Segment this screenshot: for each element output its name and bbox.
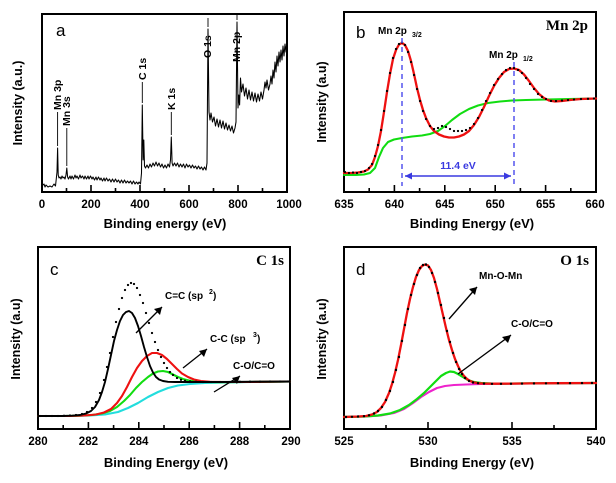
panel-c-corner-title: C 1s — [256, 253, 284, 269]
panel-c-annot-cc-double: C=C (sp 2 ) — [165, 289, 216, 302]
panel-c-annot1-tail: ) — [213, 291, 216, 302]
panel-b-letter: b — [356, 23, 365, 42]
panel-a-survey: Mn 3p Mn 3s C 1s K 1s O 1s Mn 2p a 0 200… — [0, 0, 306, 240]
panel-a-peak-label-mn3p: Mn 3p — [52, 80, 64, 110]
panel-b-peak2-subscript: 1/2 — [523, 56, 533, 63]
panel-d-raw-data-dots — [344, 263, 594, 419]
panel-c-xlabel: Binding Energy (eV) — [104, 455, 228, 470]
panel-c-xtick-0: 280 — [28, 436, 47, 448]
panel-a-xtick-3: 600 — [179, 199, 198, 211]
panel-d-frame — [343, 246, 597, 430]
panel-d-peak-co-curve — [342, 370, 598, 419]
panel-d-annot2-text: C-O/C=O — [511, 319, 553, 330]
panel-c-letter: c — [50, 260, 59, 279]
panel-d-xtick-3: 540 — [586, 436, 605, 448]
panel-d-corner-title: O 1s — [560, 253, 589, 269]
panel-d-xtick-2: 535 — [502, 436, 522, 448]
panel-a-spectrum-trace — [41, 21, 288, 188]
panel-c-peak-cceq-curve — [37, 310, 291, 417]
panel-c-annot3-text: C-O/C=O — [233, 361, 275, 372]
panel-a-peak-label-o1s: O 1s — [202, 35, 214, 58]
panel-d-plot: Mn-O-Mn C-O/C=O d O 1s 525 530 535 540 B… — [315, 246, 606, 470]
panel-d-annot1-text: Mn-O-Mn — [479, 271, 522, 282]
panel-c-annot2-sup: 3 — [253, 332, 257, 339]
panel-d-annotation-arrows — [448, 286, 512, 375]
panel-a-peak-label-mn3s: Mn 3s — [61, 96, 73, 126]
panel-a-xtick-5: 1000 — [276, 199, 302, 211]
panel-b-corner-title: Mn 2p — [546, 18, 588, 34]
panel-d-xtick-0: 525 — [334, 436, 354, 448]
panel-c-xtick-4: 288 — [230, 436, 250, 448]
panel-c-annot2-tail: ) — [257, 334, 260, 345]
panel-a-xtick-1: 200 — [81, 199, 100, 211]
panel-c-peak-cc-curve — [36, 351, 292, 418]
panel-c-annot-cc-single: C-C (sp 3 ) — [210, 332, 260, 345]
panel-c-annotation-arrows — [135, 306, 241, 393]
panel-d-letter: d — [356, 260, 365, 279]
panel-b-xtick-4: 655 — [536, 199, 556, 211]
panel-a-ylabel: Intensity (a.u.) — [11, 61, 25, 146]
panel-c-xtick-1: 282 — [79, 436, 98, 448]
panel-b-xticks — [343, 185, 597, 192]
panel-b-peak1-text: Mn 2p — [378, 26, 407, 37]
panel-b-splitting-label: 11.4 eV — [440, 160, 476, 172]
panel-a-xticks — [41, 185, 288, 192]
panel-b-peak2-label: Mn 2p 1/2 — [489, 50, 533, 63]
panel-c-xtick-5: 290 — [281, 436, 300, 448]
panel-b-background-curve — [342, 97, 598, 177]
panel-d-background-curve — [342, 381, 598, 419]
panel-b-splitting-arrow — [405, 172, 511, 180]
panel-d-xlabel: Binding Energy (eV) — [410, 455, 534, 470]
panel-c-xticks — [37, 422, 291, 429]
panel-a-letter: a — [56, 21, 66, 40]
panel-c-plot: C=C (sp 2 ) C-C (sp 3 ) C-O/C=O c C 1s 2… — [9, 246, 301, 470]
panel-b-envelope-curve — [342, 41, 598, 175]
panel-c-peak-co-curve — [36, 369, 292, 418]
panel-b-xtick-1: 640 — [385, 199, 404, 211]
panel-b-xlabel: Binding Energy (eV) — [410, 216, 534, 231]
panel-c-baseline-curve — [36, 380, 292, 418]
panel-c-xtick-3: 286 — [180, 436, 199, 448]
panel-b-plot: 11.4 eV Mn 2p 3/2 Mn 2p 1/2 b Mn 2p 635 … — [315, 11, 605, 231]
panel-a-peak-label-c1s: C 1s — [137, 58, 149, 80]
panel-b-ylabel: Intensity (a.u) — [315, 61, 329, 142]
panel-a-peak-label-mn2p: Mn 2p — [231, 32, 243, 62]
panel-a-xlabel: Binding energy (eV) — [104, 216, 227, 231]
panel-c-xtick-2: 284 — [129, 436, 149, 448]
panel-d-xtick-1: 530 — [418, 436, 437, 448]
panel-b-raw-data-dots — [343, 41, 596, 175]
panel-c-annot1-text: C=C (sp — [165, 291, 203, 302]
panel-a-plot: Mn 3p Mn 3s C 1s K 1s O 1s Mn 2p a 0 200… — [11, 13, 302, 231]
panel-c-ylabel: Intensity (a.u) — [9, 298, 23, 379]
panel-b-mn2p: 11.4 eV Mn 2p 3/2 Mn 2p 1/2 b Mn 2p 635 … — [306, 0, 616, 240]
panel-c-annot1-sup: 2 — [209, 289, 213, 296]
panel-c-annot2-text: C-C (sp — [210, 334, 246, 345]
panel-b-xtick-3: 650 — [486, 199, 505, 211]
panel-c-raw-data-dots — [38, 281, 290, 418]
panel-a-xtick-4: 800 — [228, 199, 247, 211]
panel-b-xtick-5: 660 — [585, 199, 604, 211]
panel-d-ylabel: Intensity (a.u) — [315, 298, 329, 379]
panel-d-envelope-curve — [342, 263, 598, 419]
panel-d-o1s: Mn-O-Mn C-O/C=O d O 1s 525 530 535 540 B… — [306, 237, 616, 483]
panel-b-peak2-text: Mn 2p — [489, 50, 518, 61]
panel-b-xtick-2: 645 — [435, 199, 455, 211]
panel-a-xtick-2: 400 — [130, 199, 149, 211]
panel-d-xticks — [343, 422, 597, 429]
panel-b-xtick-0: 635 — [334, 199, 354, 211]
panel-b-peak1-label: Mn 2p 3/2 — [378, 26, 422, 39]
panel-b-peak1-subscript: 3/2 — [412, 32, 422, 39]
panel-a-peak-label-k1s: K 1s — [166, 88, 178, 110]
panel-a-leader-lines — [57, 14, 238, 166]
panel-a-xtick-0: 0 — [39, 199, 45, 211]
panel-c-c1s: C=C (sp 2 ) C-C (sp 3 ) C-O/C=O c C 1s 2… — [0, 237, 306, 483]
